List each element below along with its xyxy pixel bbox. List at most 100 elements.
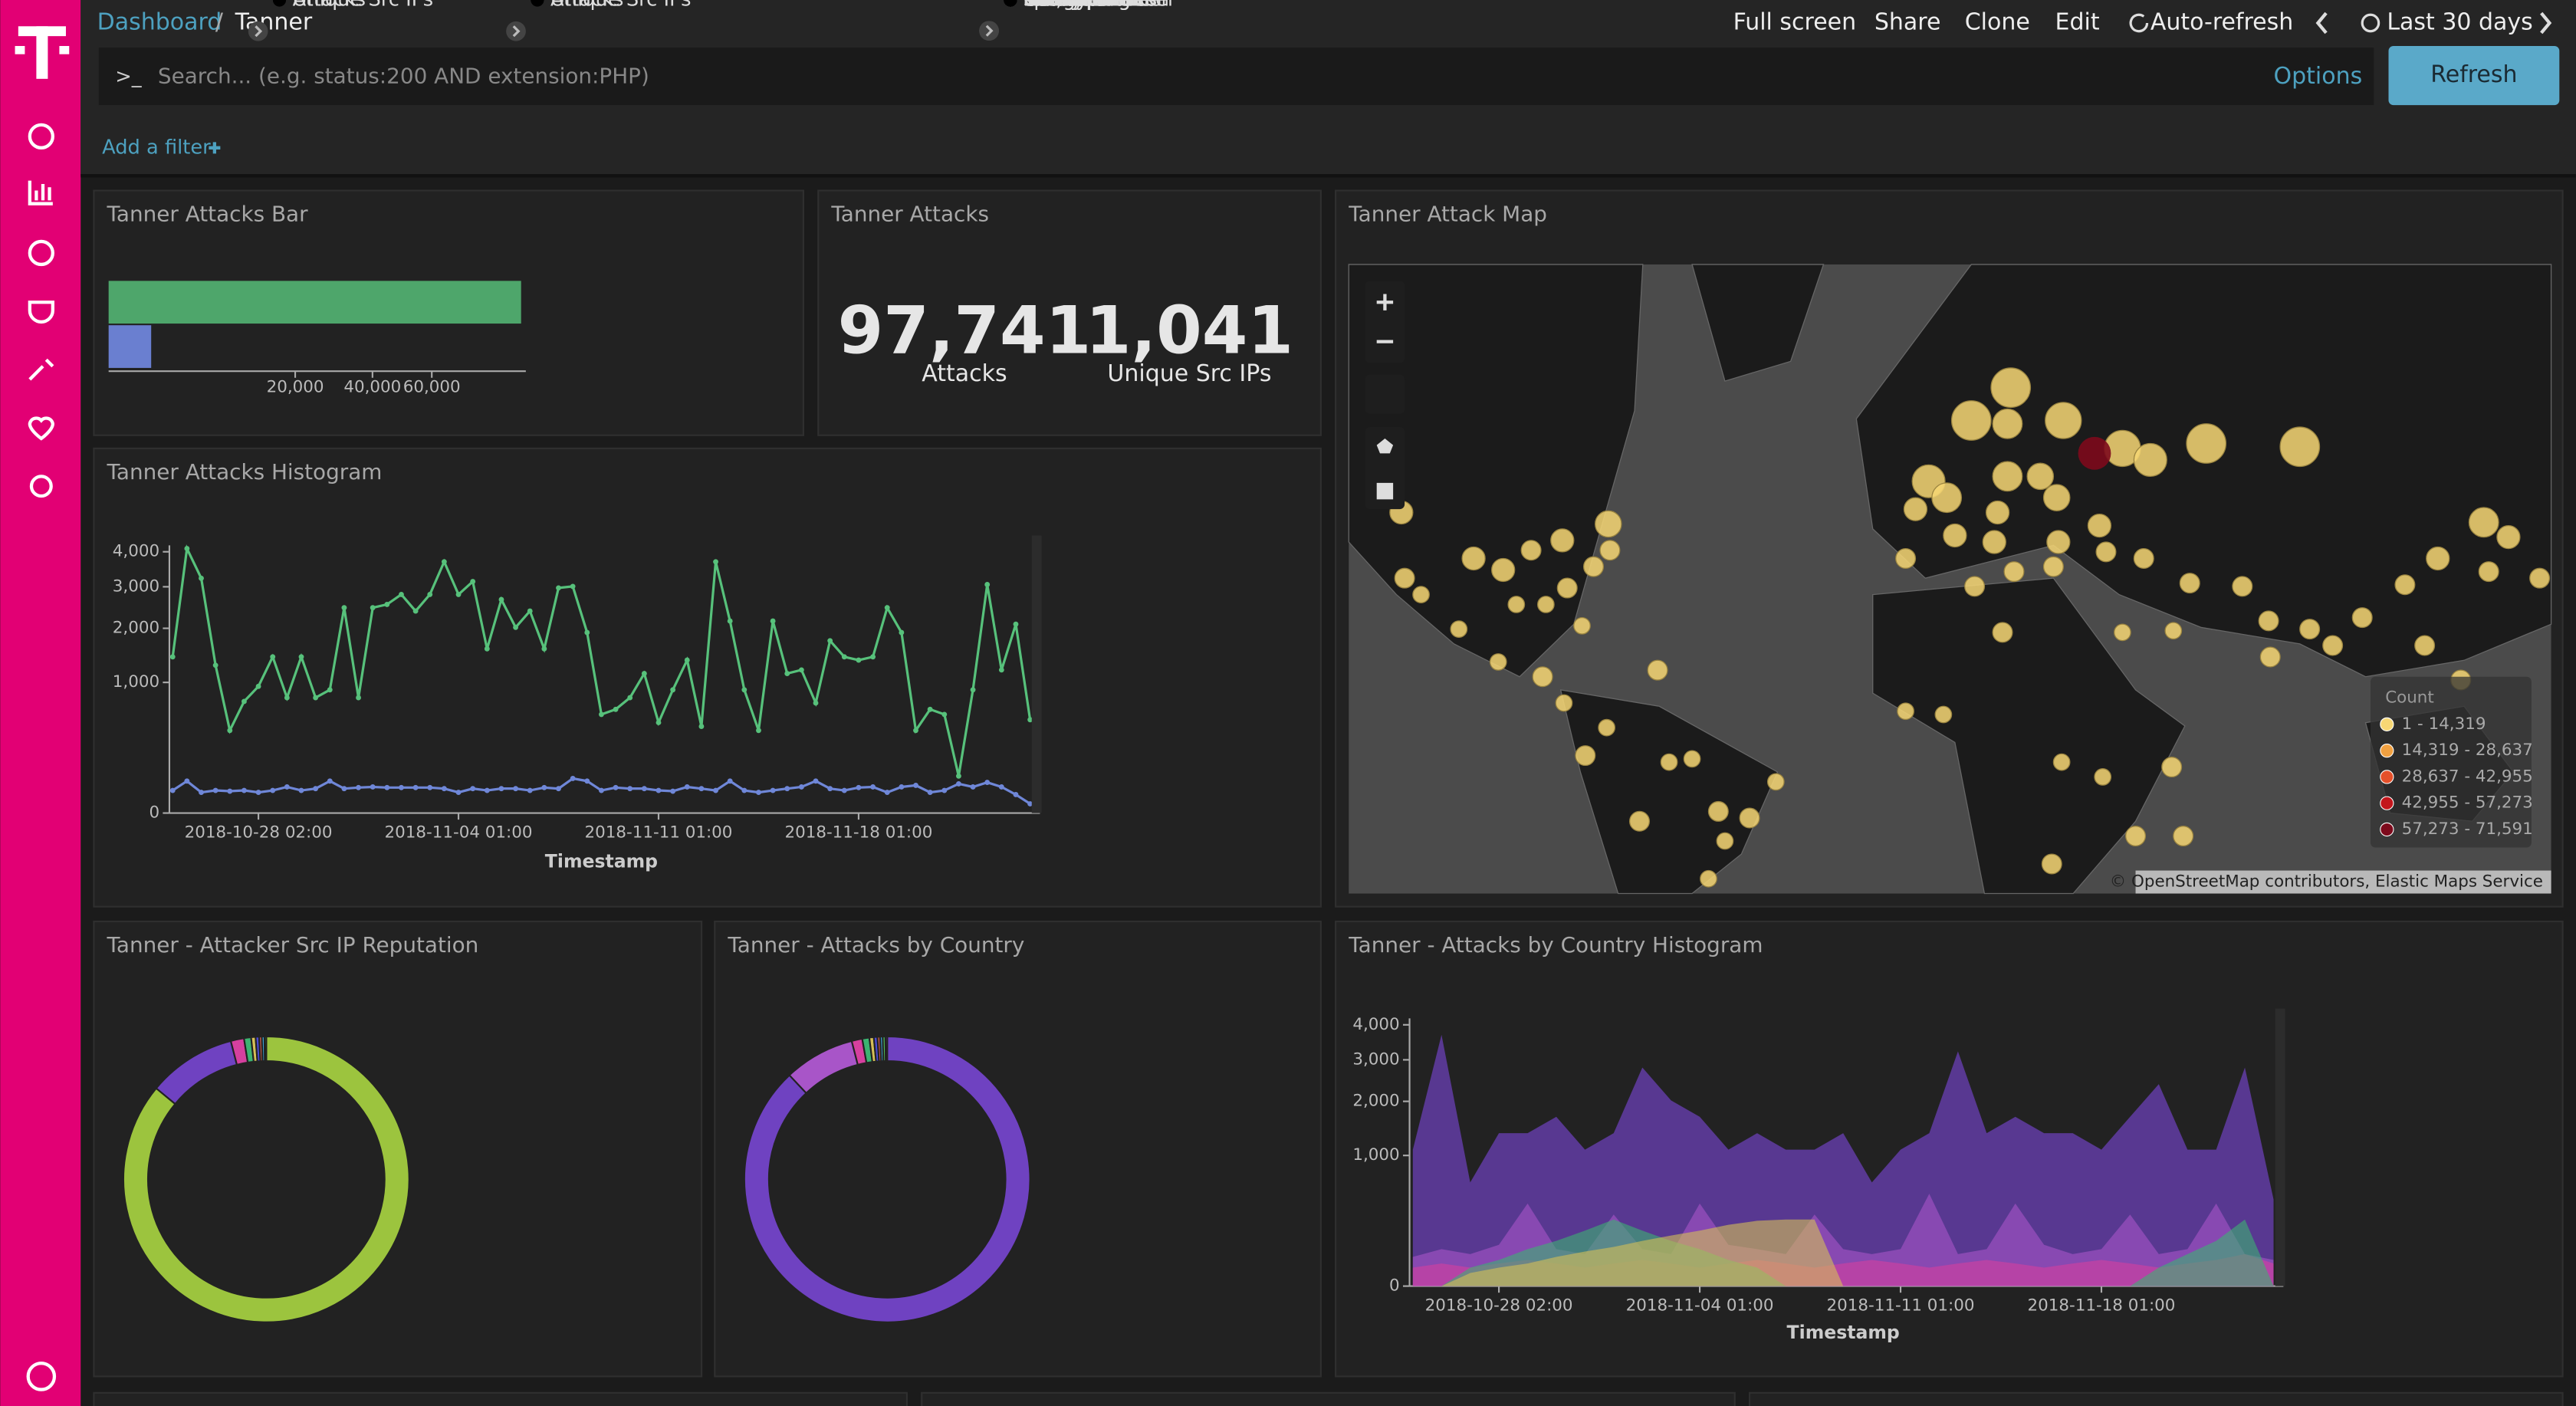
menu-item[interactable]: Full screen (1733, 8, 1856, 35)
map-point[interactable] (1598, 718, 1616, 737)
legend-label[interactable]: United States (1024, 0, 1157, 11)
legend-label[interactable]: China (1024, 0, 1079, 11)
map-point[interactable] (1556, 577, 1578, 599)
map-point[interactable] (2414, 635, 2436, 656)
map-point[interactable] (2003, 561, 2025, 583)
map-point[interactable] (2478, 561, 2499, 583)
legend-label[interactable]: bot, crawler (1024, 0, 1142, 11)
map-point[interactable] (2041, 853, 2062, 875)
map-point[interactable] (1934, 705, 1953, 724)
map-point[interactable] (2125, 826, 2147, 847)
legend-label[interactable]: Attacks (293, 0, 366, 11)
collapse-icon[interactable] (26, 1362, 57, 1391)
map-point[interactable] (2133, 442, 2167, 477)
devtools-icon[interactable] (28, 358, 54, 381)
legend-label[interactable]: Indonesia (1024, 0, 1119, 11)
time-picker[interactable]: Last 30 days (2387, 8, 2532, 35)
map-point[interactable] (1595, 510, 1622, 538)
legend-label[interactable]: Unique Src IPs (293, 0, 433, 11)
settings-icon[interactable] (29, 475, 53, 498)
legend-label[interactable]: bad reputation (1024, 0, 1169, 11)
map-point[interactable] (1700, 869, 1717, 888)
map-point[interactable] (2179, 573, 2200, 594)
legend-label[interactable]: form spammer (1024, 0, 1169, 11)
map-tool-icons[interactable] (1376, 439, 1394, 500)
map-point[interactable] (2114, 623, 2131, 642)
map-point[interactable] (1931, 482, 1963, 514)
discover-icon[interactable] (28, 123, 54, 149)
map-tool[interactable] (1365, 427, 1405, 510)
map-tool[interactable] (1365, 374, 1405, 414)
map-point[interactable] (1461, 546, 1486, 571)
nav-icons[interactable] (26, 123, 57, 1391)
map-point[interactable] (1555, 694, 1573, 712)
map-point[interactable] (2078, 436, 2111, 470)
legend-label[interactable]: spam (1024, 0, 1078, 11)
map-point[interactable] (2529, 567, 2551, 589)
map-point[interactable] (2164, 622, 2183, 640)
map-point[interactable] (1647, 659, 1668, 681)
map-point[interactable] (2087, 513, 2112, 538)
map-point[interactable] (1950, 400, 1992, 441)
map-point[interactable] (1412, 586, 1430, 603)
map-point[interactable] (1716, 832, 1734, 850)
legend-label[interactable]: United States (1024, 0, 1157, 11)
map-point[interactable] (2046, 530, 2071, 554)
map-point[interactable] (1992, 622, 2013, 643)
map-point[interactable] (2259, 646, 2281, 668)
map-point[interactable] (1660, 753, 1678, 771)
legend-label[interactable]: malware (1024, 0, 1109, 11)
menu-item[interactable]: Auto-refresh (2150, 8, 2293, 35)
legend-label[interactable]: Colombia (1024, 0, 1116, 11)
options-link[interactable]: Options (2274, 63, 2363, 90)
map-point[interactable] (1903, 497, 1928, 521)
legend-label[interactable]: Hong Kong (1024, 0, 1131, 11)
map-point[interactable] (1489, 653, 1507, 671)
legend-label[interactable]: Colombia (1024, 0, 1116, 11)
map-point[interactable] (1897, 702, 1914, 721)
legend-toggle[interactable] (979, 21, 999, 41)
add-filter-icon[interactable] (209, 142, 221, 154)
legend-label[interactable]: Hong Kong (1024, 0, 1131, 11)
timelion-icon[interactable] (28, 301, 54, 324)
dashboard-icon[interactable] (28, 239, 54, 267)
refresh-label[interactable]: Refresh (2430, 61, 2517, 88)
legend-toggle[interactable] (248, 21, 268, 41)
visualize-icon[interactable] (28, 180, 53, 205)
map-point[interactable] (2394, 574, 2416, 596)
refresh-button[interactable] (2388, 45, 2560, 106)
map-point[interactable] (1599, 540, 1621, 561)
legend-toggle[interactable] (506, 21, 526, 41)
map-point[interactable] (2468, 507, 2499, 538)
legend-label[interactable]: Netherlands (1024, 0, 1144, 11)
legend-label[interactable]: tor exit node (1024, 0, 1150, 11)
map-point[interactable] (1982, 530, 2006, 554)
map-point[interactable] (2232, 576, 2253, 597)
legend-label[interactable]: anonymizer (1024, 0, 1140, 11)
menu-item[interactable]: Edit (2055, 8, 2100, 35)
pie-slice[interactable] (884, 1035, 889, 1063)
map-point[interactable] (2299, 619, 2321, 640)
map-point[interactable] (2094, 768, 2112, 786)
map-point[interactable] (2258, 610, 2279, 632)
add-filter[interactable]: Add a filter (102, 136, 211, 159)
map-point[interactable] (2496, 524, 2521, 550)
legend-toggle-icon[interactable] (512, 25, 521, 38)
menu-item[interactable]: Clone (1965, 8, 2030, 35)
map-point[interactable] (1990, 367, 2032, 408)
map-point[interactable] (1964, 576, 1986, 597)
legend-label[interactable]: Turkey (1023, 0, 1088, 11)
pie-slice[interactable] (263, 1035, 268, 1063)
legend-label[interactable]: Attacks (550, 0, 623, 11)
monitoring-icon[interactable] (28, 416, 54, 441)
map-point[interactable] (1520, 540, 1542, 561)
map-point[interactable] (1943, 523, 1967, 548)
map-point[interactable] (1992, 408, 2023, 439)
map-point[interactable] (1992, 461, 2023, 492)
map-point[interactable] (1583, 556, 1605, 577)
map-point[interactable] (2351, 607, 2373, 629)
map-point[interactable] (1491, 557, 1516, 583)
map-point[interactable] (2095, 541, 2117, 563)
map-point[interactable] (1394, 567, 1415, 589)
map-point[interactable] (2026, 462, 2055, 491)
